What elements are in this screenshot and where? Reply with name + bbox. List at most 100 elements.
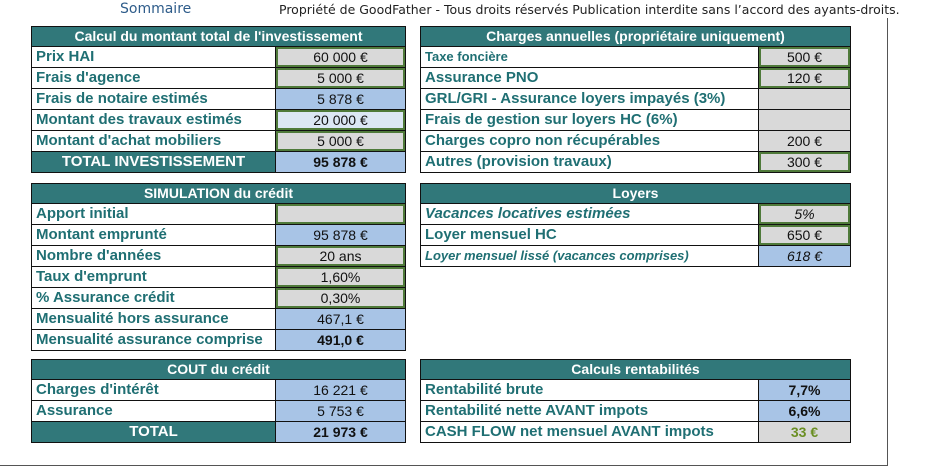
mensualite-comprise-label: Mensualité assurance comprise xyxy=(31,330,276,351)
table-row: Mensualité assurance comprise 491,0 € xyxy=(31,330,406,351)
loyer-mensuel-label: Loyer mensuel HC xyxy=(420,225,759,246)
assurance-pno-cell[interactable]: 120 € xyxy=(759,68,851,89)
table-row: Mensualité hors assurance 467,1 € xyxy=(31,309,406,330)
sheet-right-border xyxy=(887,18,888,466)
total-row: TOTAL INVESTISSEMENT 95 878 € xyxy=(31,152,406,173)
table-row: GRL/GRI - Assurance loyers impayés (3%) xyxy=(420,89,851,110)
prix-hai-label: Prix HAI xyxy=(31,47,276,68)
montant-emprunte-cell[interactable]: 95 878 € xyxy=(276,225,406,246)
table-row: Nombre d'années 20 ans xyxy=(31,246,406,267)
table-row: Frais de gestion sur loyers HC (6%) xyxy=(420,110,851,131)
total-cout-label: TOTAL xyxy=(31,422,276,443)
frais-notaire-cell[interactable]: 5 878 € xyxy=(276,89,406,110)
table-row: Frais de notaire estimés 5 878 € xyxy=(31,89,406,110)
table-row: CASH FLOW net mensuel AVANT impots 33 € xyxy=(420,422,851,443)
table-row: Taux d'emprunt 1,60% xyxy=(31,267,406,288)
table-row: Assurance PNO 120 € xyxy=(420,68,851,89)
mensualite-comprise-cell[interactable]: 491,0 € xyxy=(276,330,406,351)
charges-interet-label: Charges d'intérêt xyxy=(31,380,276,401)
assurance-cout-label: Assurance xyxy=(31,401,276,422)
table-row: % Assurance crédit 0,30% xyxy=(31,288,406,309)
cout-table: COUT du crédit Charges d'intérêt 16 221 … xyxy=(31,359,406,444)
credit-title: SIMULATION du crédit xyxy=(31,183,406,204)
taxe-fonciere-label: Taxe foncière xyxy=(420,47,759,68)
vacances-cell[interactable]: 5% xyxy=(759,204,851,225)
travaux-label: Montant des travaux estimés xyxy=(31,110,276,131)
assurance-cout-cell[interactable]: 5 753 € xyxy=(276,401,406,422)
nombre-annees-cell[interactable]: 20 ans xyxy=(276,246,406,267)
loyers-title: Loyers xyxy=(420,183,851,204)
investissement-table: Calcul du montant total de l'investissem… xyxy=(31,26,406,174)
cash-flow-cell[interactable]: 33 € xyxy=(759,422,851,443)
charges-table: Charges annuelles (propriétaire uniqueme… xyxy=(420,26,851,174)
sheet-bottom-border xyxy=(0,465,888,466)
total-investissement-label: TOTAL INVESTISSEMENT xyxy=(31,152,276,173)
taxe-fonciere-cell[interactable]: 500 € xyxy=(759,47,851,68)
prix-hai-cell[interactable]: 60 000 € xyxy=(276,47,406,68)
loyer-lisse-cell[interactable]: 618 € xyxy=(759,246,851,267)
table-row: Vacances locatives estimées 5% xyxy=(420,204,851,225)
rentabilite-brute-label: Rentabilité brute xyxy=(420,380,759,401)
table-row: Montant d'achat mobiliers 5 000 € xyxy=(31,131,406,152)
table-row: Charges d'intérêt 16 221 € xyxy=(31,380,406,401)
sommaire-link[interactable]: Sommaire xyxy=(120,1,192,17)
autres-label: Autres (provision travaux) xyxy=(420,152,759,173)
grl-gri-label: GRL/GRI - Assurance loyers impayés (3%) xyxy=(420,89,759,110)
table-row: Montant des travaux estimés 20 000 € xyxy=(31,110,406,131)
charges-copro-label: Charges copro non récupérables xyxy=(420,131,759,152)
assurance-credit-cell[interactable]: 0,30% xyxy=(276,288,406,309)
top-bar: Sommaire Propriété de GoodFather - Tous … xyxy=(0,0,932,20)
total-row: TOTAL 21 973 € xyxy=(31,422,406,443)
table-row: Prix HAI 60 000 € xyxy=(31,47,406,68)
mensualite-hors-cell[interactable]: 467,1 € xyxy=(276,309,406,330)
apport-cell[interactable] xyxy=(276,204,406,225)
loyer-lisse-label: Loyer mensuel lissé (vacances comprises) xyxy=(420,246,759,267)
rentabilite-title: Calculs rentabilités xyxy=(420,359,851,380)
charges-title: Charges annuelles (propriétaire uniqueme… xyxy=(420,26,851,47)
copyright-notice: Propriété de GoodFather - Tous droits ré… xyxy=(279,2,900,17)
montant-emprunte-label: Montant emprunté xyxy=(31,225,276,246)
assurance-credit-label: % Assurance crédit xyxy=(31,288,276,309)
frais-gestion-cell[interactable] xyxy=(759,110,851,131)
autres-cell[interactable]: 300 € xyxy=(759,152,851,173)
table-row: Loyer mensuel lissé (vacances comprises)… xyxy=(420,246,851,267)
apport-label: Apport initial xyxy=(31,204,276,225)
table-row: Rentabilité nette AVANT impots 6,6% xyxy=(420,401,851,422)
cout-title: COUT du crédit xyxy=(31,359,406,380)
frais-agence-label: Frais d'agence xyxy=(31,68,276,89)
loyer-mensuel-cell[interactable]: 650 € xyxy=(759,225,851,246)
travaux-cell[interactable]: 20 000 € xyxy=(276,110,406,131)
rentabilite-nette-cell[interactable]: 6,6% xyxy=(759,401,851,422)
total-investissement-cell[interactable]: 95 878 € xyxy=(276,152,406,173)
table-row: Rentabilité brute 7,7% xyxy=(420,380,851,401)
taux-emprunt-cell[interactable]: 1,60% xyxy=(276,267,406,288)
mobiliers-cell[interactable]: 5 000 € xyxy=(276,131,406,152)
table-row: Montant emprunté 95 878 € xyxy=(31,225,406,246)
frais-agence-cell[interactable]: 5 000 € xyxy=(276,68,406,89)
rentabilite-nette-label: Rentabilité nette AVANT impots xyxy=(420,401,759,422)
frais-gestion-label: Frais de gestion sur loyers HC (6%) xyxy=(420,110,759,131)
taux-emprunt-label: Taux d'emprunt xyxy=(31,267,276,288)
grl-gri-cell[interactable] xyxy=(759,89,851,110)
table-row: Assurance 5 753 € xyxy=(31,401,406,422)
mobiliers-label: Montant d'achat mobiliers xyxy=(31,131,276,152)
mensualite-hors-label: Mensualité hors assurance xyxy=(31,309,276,330)
table-row: Apport initial xyxy=(31,204,406,225)
table-row: Taxe foncière 500 € xyxy=(420,47,851,68)
cash-flow-label: CASH FLOW net mensuel AVANT impots xyxy=(420,422,759,443)
charges-copro-cell[interactable]: 200 € xyxy=(759,131,851,152)
table-row: Loyer mensuel HC 650 € xyxy=(420,225,851,246)
nombre-annees-label: Nombre d'années xyxy=(31,246,276,267)
total-cout-cell[interactable]: 21 973 € xyxy=(276,422,406,443)
charges-interet-cell[interactable]: 16 221 € xyxy=(276,380,406,401)
table-row: Frais d'agence 5 000 € xyxy=(31,68,406,89)
table-row: Autres (provision travaux) 300 € xyxy=(420,152,851,173)
vacances-label: Vacances locatives estimées xyxy=(420,204,759,225)
table-row: Charges copro non récupérables 200 € xyxy=(420,131,851,152)
investissement-title: Calcul du montant total de l'investissem… xyxy=(31,26,406,47)
rentabilite-brute-cell[interactable]: 7,7% xyxy=(759,380,851,401)
loyers-table: Loyers Vacances locatives estimées 5% Lo… xyxy=(420,183,851,268)
rentabilite-table: Calculs rentabilités Rentabilité brute 7… xyxy=(420,359,851,444)
assurance-pno-label: Assurance PNO xyxy=(420,68,759,89)
frais-notaire-label: Frais de notaire estimés xyxy=(31,89,276,110)
